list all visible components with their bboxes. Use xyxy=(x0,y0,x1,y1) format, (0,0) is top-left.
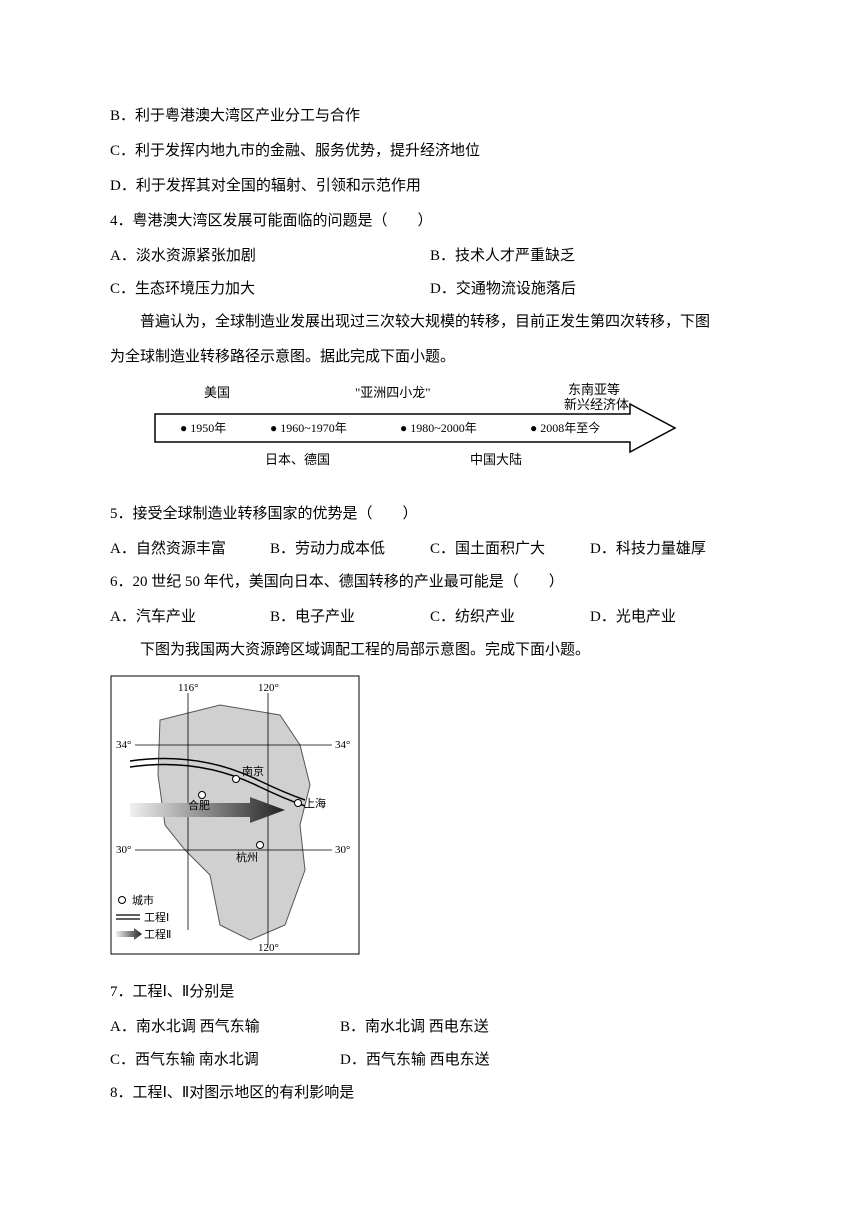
arrow-top-label-3a: 东南亚等 xyxy=(568,382,620,397)
question-5: 5．接受全球制造业转移国家的优势是（ ） xyxy=(110,498,750,531)
q6-option-d: D．光电产业 xyxy=(590,601,750,634)
q4-options-row2: C．生态环境压力加大 D．交通物流设施落后 xyxy=(110,273,750,306)
q7-option-d: D．西气东输 西电东送 xyxy=(340,1044,490,1077)
legend-city-label: 城市 xyxy=(132,893,154,907)
lon-label-120-top: 120° xyxy=(258,682,279,694)
option-c: C．利于发挥内地九市的金融、服务优势，提升经济地位 xyxy=(110,135,750,168)
q4-option-a: A．淡水资源紧张加剧 xyxy=(110,240,430,273)
city-hangzhou-label: 杭州 xyxy=(236,850,258,864)
q5-options: A．自然资源丰富 B．劳动力成本低 C．国土面积广大 D．科技力量雄厚 xyxy=(110,533,750,566)
city-nanjing-label: 南京 xyxy=(242,764,264,778)
arrow-bottom-label-2: 中国大陆 xyxy=(470,452,522,467)
lon-label-120-bot: 120° xyxy=(258,942,279,954)
city-hangzhou-marker xyxy=(257,842,264,849)
q4-option-c: C．生态环境压力加大 xyxy=(110,273,430,306)
arrow-top-label-1: 美国 xyxy=(204,385,230,400)
lat-label-30-l: 30° xyxy=(116,844,131,856)
legend-proj2-arrow xyxy=(116,928,142,940)
q4-options-row1: A．淡水资源紧张加剧 B．技术人才严重缺乏 xyxy=(110,240,750,273)
q7-options-row2: C．西气东输 南水北调 D．西气东输 西电东送 xyxy=(110,1044,750,1077)
timeline-2: ● 1960~1970年 xyxy=(270,421,347,435)
legend-proj2-label: 工程Ⅱ xyxy=(144,928,171,941)
map-region xyxy=(158,705,310,940)
lat-label-34-l: 34° xyxy=(116,739,131,751)
city-shanghai-marker xyxy=(295,800,302,807)
option-b: B．利于粤港澳大湾区产业分工与合作 xyxy=(110,100,750,133)
lon-label-116-top: 116° xyxy=(178,682,199,694)
q6-option-a: A．汽车产业 xyxy=(110,601,270,634)
q6-option-b: B．电子产业 xyxy=(270,601,430,634)
map-diagram: 116° 120° 120° 34° 34° 30° 30° 南京 合肥 上海 … xyxy=(110,675,750,968)
city-shanghai-label: 上海 xyxy=(304,796,326,810)
city-hefei-label: 合肥 xyxy=(188,798,210,812)
q7-option-a: A．南水北调 西气东输 xyxy=(110,1011,340,1044)
q7-option-b: B．南水北调 西电东送 xyxy=(340,1011,489,1044)
legend-city-marker xyxy=(119,897,126,904)
lat-label-30-r: 30° xyxy=(335,844,350,856)
arrow-timeline-diagram: 美国 "亚洲四小龙" 东南亚等 新兴经济体 ● 1950年 ● 1960~197… xyxy=(150,382,750,490)
question-6: 6．20 世纪 50 年代，美国向日本、德国转移的产业最可能是（ ） xyxy=(110,566,750,599)
q6-option-c: C．纺织产业 xyxy=(430,601,590,634)
q5-option-c: C．国土面积广大 xyxy=(430,533,590,566)
intro-manufacturing-2: 为全球制造业转移路径示意图。据此完成下面小题。 xyxy=(110,341,750,374)
timeline-4: ● 2008年至今 xyxy=(530,420,600,435)
legend-proj1-label: 工程Ⅰ xyxy=(144,911,169,924)
arrow-top-label-3b: 新兴经济体 xyxy=(564,397,629,412)
intro-map: 下图为我国两大资源跨区域调配工程的局部示意图。完成下面小题。 xyxy=(110,634,750,667)
q7-options-row1: A．南水北调 西气东输 B．南水北调 西电东送 xyxy=(110,1011,750,1044)
q5-option-b: B．劳动力成本低 xyxy=(270,533,430,566)
question-7: 7．工程Ⅰ、Ⅱ分别是 xyxy=(110,976,750,1009)
option-d: D．利于发挥其对全国的辐射、引领和示范作用 xyxy=(110,170,750,203)
city-nanjing-marker xyxy=(233,776,240,783)
question-8: 8．工程Ⅰ、Ⅱ对图示地区的有利影响是 xyxy=(110,1077,750,1110)
lat-label-34-r: 34° xyxy=(335,739,350,751)
timeline-1: ● 1950年 xyxy=(180,421,226,435)
q6-options: A．汽车产业 B．电子产业 C．纺织产业 D．光电产业 xyxy=(110,601,750,634)
city-hefei-marker xyxy=(199,792,206,799)
timeline-3: ● 1980~2000年 xyxy=(400,421,477,435)
arrow-bottom-label-1: 日本、德国 xyxy=(265,452,330,467)
q4-option-d: D．交通物流设施落后 xyxy=(430,273,750,306)
arrow-top-label-2: "亚洲四小龙" xyxy=(355,385,431,400)
q4-option-b: B．技术人才严重缺乏 xyxy=(430,240,750,273)
q7-option-c: C．西气东输 南水北调 xyxy=(110,1044,340,1077)
question-4: 4．粤港澳大湾区发展可能面临的问题是（ ） xyxy=(110,205,750,238)
q5-option-d: D．科技力量雄厚 xyxy=(590,533,750,566)
intro-manufacturing-1: 普遍认为，全球制造业发展出现过三次较大规模的转移，目前正发生第四次转移，下图 xyxy=(110,306,750,339)
q5-option-a: A．自然资源丰富 xyxy=(110,533,270,566)
